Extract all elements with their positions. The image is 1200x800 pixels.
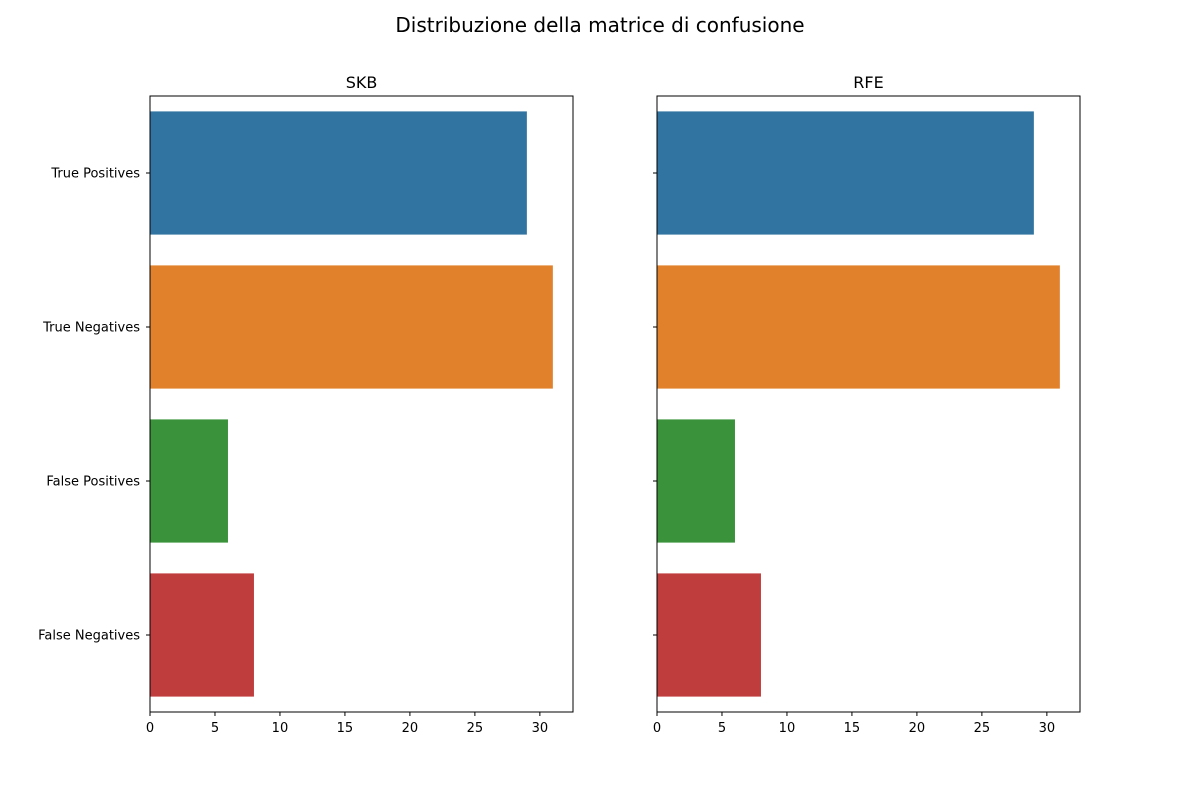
bar	[150, 573, 254, 697]
bar	[657, 573, 761, 697]
subplot-title: SKB	[346, 73, 378, 92]
x-tick-label: 25	[974, 721, 991, 736]
bar	[150, 111, 527, 235]
axes-frame	[149, 95, 574, 713]
x-tick-label: 30	[532, 721, 549, 736]
x-tick-label: 15	[844, 721, 861, 736]
x-tick-label: 5	[718, 721, 726, 736]
y-tick-label: False Positives	[46, 475, 140, 490]
axes-frame	[656, 95, 1081, 713]
x-tick-label: 10	[779, 721, 796, 736]
x-tick-label: 20	[402, 721, 419, 736]
subplot-skb: SKB True Positives True Negatives False Pos…	[38, 73, 574, 736]
bar	[657, 265, 1060, 389]
x-tick-label: 25	[467, 721, 484, 736]
x-tick-label: 5	[211, 721, 219, 736]
y-tick-label: True Positives	[50, 167, 140, 182]
bar	[150, 419, 228, 543]
x-tick-label: 0	[653, 721, 661, 736]
x-tick-label: 20	[909, 721, 926, 736]
bar	[657, 419, 735, 543]
subplot-title: RFE	[853, 73, 883, 92]
y-tick-label: True Negatives	[42, 321, 140, 336]
figure-title: Distribuzione della matrice di confusion…	[395, 13, 804, 37]
y-tick-label: False Negatives	[38, 629, 140, 644]
x-tick-label: 10	[272, 721, 289, 736]
bar	[150, 265, 553, 389]
subplot-rfe: RFE 0 5 10 15 20 25 30	[653, 73, 1081, 736]
x-tick-label: 15	[337, 721, 354, 736]
x-tick-label: 30	[1039, 721, 1056, 736]
bar	[657, 111, 1034, 235]
x-tick-label: 0	[146, 721, 154, 736]
